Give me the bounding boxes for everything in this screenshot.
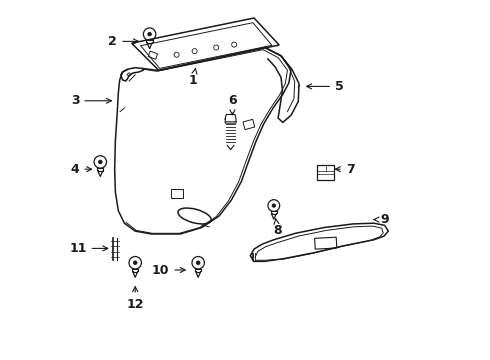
Text: 2: 2 [108, 35, 138, 48]
Circle shape [147, 32, 151, 36]
Circle shape [98, 160, 102, 164]
Text: 8: 8 [273, 218, 282, 237]
Text: 7: 7 [336, 163, 355, 176]
Text: 12: 12 [126, 287, 144, 311]
Bar [317, 165, 334, 180]
Bar [315, 237, 337, 249]
Text: 1: 1 [189, 68, 197, 87]
Bar [243, 120, 255, 130]
Circle shape [196, 261, 200, 265]
Circle shape [272, 204, 275, 207]
Text: 6: 6 [228, 94, 237, 115]
Text: 3: 3 [71, 94, 111, 107]
Text: 4: 4 [71, 163, 92, 176]
Text: 11: 11 [69, 242, 108, 255]
Circle shape [133, 261, 137, 265]
Bar [171, 189, 183, 198]
Text: 9: 9 [374, 213, 389, 226]
Text: 5: 5 [307, 80, 344, 93]
Text: 10: 10 [152, 264, 185, 276]
Bar [148, 51, 158, 59]
